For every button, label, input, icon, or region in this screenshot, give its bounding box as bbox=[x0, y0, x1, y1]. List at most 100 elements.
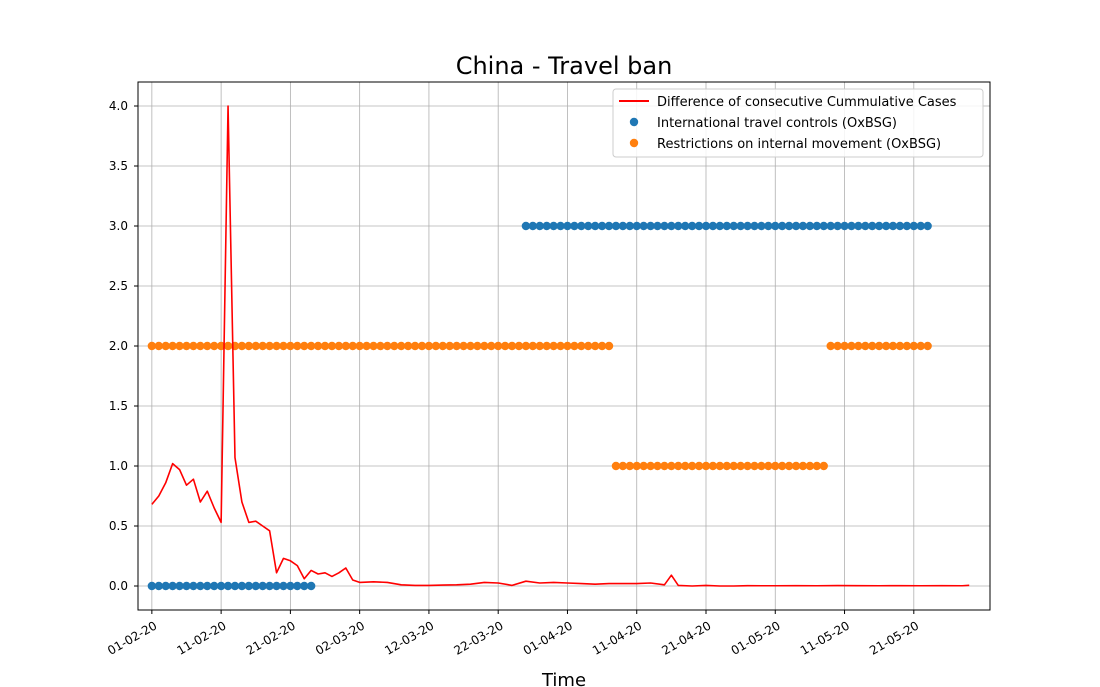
x-tick-label: 01-02-20 bbox=[105, 618, 159, 657]
data-point bbox=[812, 461, 822, 471]
data-point bbox=[687, 221, 697, 231]
series-2-points bbox=[147, 341, 932, 471]
data-point bbox=[819, 461, 828, 471]
data-point bbox=[687, 461, 697, 471]
data-point bbox=[833, 341, 842, 351]
data-point bbox=[916, 221, 925, 231]
data-point bbox=[840, 341, 849, 351]
data-point bbox=[902, 341, 912, 351]
data-point bbox=[300, 341, 309, 351]
x-tick-label: 21-02-20 bbox=[244, 618, 298, 657]
data-point bbox=[147, 341, 157, 351]
data-point bbox=[272, 581, 281, 591]
data-point bbox=[743, 221, 752, 231]
data-point bbox=[667, 461, 676, 471]
data-point bbox=[293, 581, 302, 591]
data-point bbox=[196, 581, 205, 591]
data-point bbox=[590, 221, 600, 231]
data-point bbox=[431, 341, 441, 351]
data-point bbox=[888, 221, 898, 231]
data-point bbox=[265, 341, 274, 351]
data-point bbox=[487, 341, 496, 351]
data-point bbox=[147, 581, 157, 591]
data-point bbox=[750, 461, 759, 471]
data-point bbox=[500, 341, 510, 351]
data-point bbox=[819, 221, 828, 231]
data-point bbox=[646, 221, 655, 231]
data-point bbox=[861, 341, 870, 351]
data-point bbox=[708, 461, 718, 471]
data-point bbox=[334, 341, 344, 351]
data-point bbox=[258, 581, 267, 591]
y-tick-label: 3.5 bbox=[109, 159, 128, 173]
data-point bbox=[826, 221, 835, 231]
series-0-line bbox=[151, 105, 970, 587]
data-point bbox=[355, 341, 364, 351]
data-point bbox=[764, 221, 773, 231]
data-point bbox=[902, 221, 912, 231]
data-point bbox=[459, 341, 468, 351]
y-tick-label: 2.0 bbox=[109, 339, 128, 353]
y-tick-label: 1.0 bbox=[109, 459, 128, 473]
y-tick-label: 2.5 bbox=[109, 279, 128, 293]
data-point bbox=[445, 341, 454, 351]
data-point bbox=[784, 221, 794, 231]
data-point bbox=[175, 581, 184, 591]
x-tick-label: 11-05-20 bbox=[798, 618, 852, 657]
data-point bbox=[542, 341, 551, 351]
chart-title: China - Travel ban bbox=[456, 52, 673, 80]
data-point bbox=[881, 221, 891, 231]
data-point bbox=[667, 221, 676, 231]
data-point bbox=[750, 221, 759, 231]
data-point bbox=[293, 341, 302, 351]
data-point bbox=[521, 341, 531, 351]
data-point bbox=[348, 341, 357, 351]
data-point bbox=[722, 221, 731, 231]
data-point bbox=[771, 461, 780, 471]
data-point bbox=[473, 341, 482, 351]
legend-label: International travel controls (OxBSG) bbox=[657, 116, 897, 131]
data-point bbox=[521, 221, 531, 231]
data-point bbox=[265, 581, 274, 591]
x-tick-label: 22-03-20 bbox=[452, 618, 506, 657]
legend-dot-marker bbox=[629, 138, 639, 148]
data-point bbox=[577, 221, 586, 231]
data-point bbox=[397, 341, 406, 351]
data-point bbox=[168, 581, 177, 591]
data-point bbox=[833, 221, 842, 231]
data-point bbox=[639, 461, 648, 471]
data-point bbox=[590, 341, 600, 351]
x-tick-label: 11-02-20 bbox=[174, 618, 228, 657]
data-point bbox=[694, 461, 704, 471]
data-point bbox=[237, 581, 247, 591]
x-tick-label: 21-04-20 bbox=[659, 618, 713, 657]
data-point bbox=[715, 221, 725, 231]
data-point bbox=[632, 221, 641, 231]
y-tick-label: 0.5 bbox=[109, 519, 128, 533]
data-point bbox=[327, 341, 337, 351]
data-point bbox=[923, 341, 932, 351]
legend-label: Restrictions on internal movement (OxBSG… bbox=[657, 137, 941, 152]
series-1-points bbox=[147, 221, 932, 591]
series-layer bbox=[147, 105, 970, 591]
data-point bbox=[570, 221, 579, 231]
data-point bbox=[535, 221, 544, 231]
data-point bbox=[306, 581, 316, 591]
data-point bbox=[646, 461, 655, 471]
data-point bbox=[660, 461, 669, 471]
data-point bbox=[854, 221, 863, 231]
x-axis-title: Time bbox=[541, 670, 586, 687]
data-point bbox=[771, 221, 780, 231]
data-point bbox=[604, 341, 614, 351]
data-point bbox=[757, 221, 766, 231]
data-point bbox=[514, 341, 524, 351]
legend: Difference of consecutive Cummulative Ca… bbox=[612, 88, 984, 158]
x-tick-label: 01-04-20 bbox=[521, 618, 575, 657]
data-point bbox=[660, 221, 669, 231]
data-point bbox=[701, 221, 711, 231]
data-point bbox=[888, 341, 898, 351]
data-point bbox=[729, 461, 738, 471]
data-point bbox=[729, 221, 738, 231]
data-point bbox=[230, 581, 240, 591]
